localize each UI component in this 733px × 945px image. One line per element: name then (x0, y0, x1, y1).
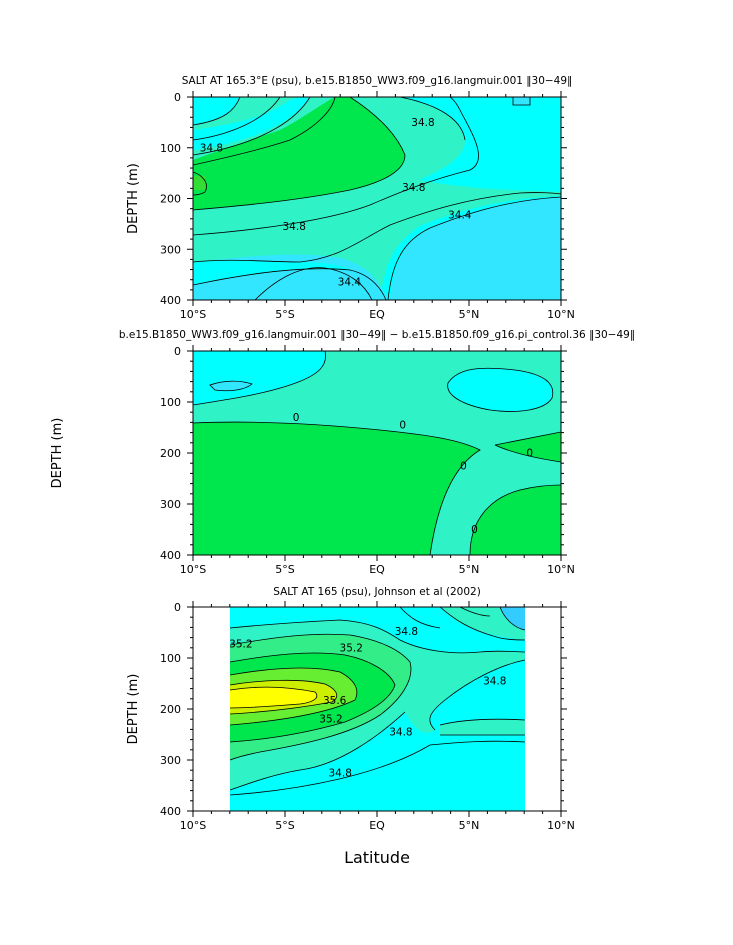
contour-label: 0 (526, 448, 533, 460)
contour-label: 34.8 (389, 726, 412, 738)
panel-1-contours: 34.8 34.8 34.8 34.8 34.4 34.4 (193, 97, 561, 300)
y-tick-label: 400 (160, 549, 181, 562)
p1-region-nw-fresh (193, 97, 240, 125)
contour-label: 34.8 (402, 182, 425, 194)
p1-region-small-box (513, 97, 530, 105)
panel-2-title: b.e15.B1850_WW3.f09_g16.langmuir.001 ‖30… (119, 329, 635, 341)
x-tick-label: 5°N (459, 563, 480, 576)
contour-label: 35.2 (340, 642, 363, 654)
y-tick-label: 0 (174, 345, 181, 358)
y-tick-label: 100 (160, 652, 181, 665)
p3-region-se-base (230, 741, 525, 811)
p2-region-ne-positive (495, 432, 561, 462)
p1-region-salty-core (193, 97, 405, 210)
p2-contour-labels: 0 0 0 0 0 (293, 412, 533, 536)
panel-1: SALT AT 165.3°E (psu), b.e15.B1850_WW3.f… (126, 75, 575, 321)
x-tick-label: 10°N (547, 308, 575, 321)
panel-3-title: SALT AT 165 (psu), Johnson et al (2002) (273, 586, 481, 598)
contour-label: 0 (293, 412, 300, 424)
x-tick-label: 5°S (275, 308, 294, 321)
p1-region-south-fresh-band (193, 97, 310, 150)
contour-label: 35.2 (319, 714, 342, 726)
p1-region-bottom-low (255, 267, 372, 300)
panel-3-xlabel: Latitude (344, 848, 410, 867)
x-tick-label: 5°S (275, 819, 294, 832)
p2-contour-lines (193, 351, 561, 555)
p3-region-core (230, 687, 317, 708)
x-tick-label: EQ (369, 308, 385, 321)
panel-2-ylabel: DEPTH (m) (50, 418, 65, 489)
panel-3: SALT AT 165 (psu), Johnson et al (2002) (126, 586, 575, 867)
p3-region-ne-fresh (500, 607, 525, 630)
contour-label: 35.6 (323, 695, 347, 707)
y-tick-label: 0 (174, 91, 181, 104)
p1-contour-lines (193, 97, 561, 300)
contour-label: 34.4 (448, 210, 472, 222)
panel-2: b.e15.B1850_WW3.f09_g16.langmuir.001 ‖30… (50, 329, 635, 576)
y-tick-label: 0 (174, 601, 181, 614)
x-tick-label: EQ (369, 819, 385, 832)
p3-contour-labels: 35.2 35.2 35.6 35.2 34.8 34.8 34.8 34.8 (229, 626, 506, 779)
contour-label: 34.8 (200, 142, 223, 154)
contour-label: 0 (460, 460, 467, 472)
p2-region-nw-negative (193, 351, 326, 405)
x-tick-label: 10°N (547, 819, 575, 832)
y-tick-label: 300 (160, 498, 181, 511)
y-tick-label: 200 (160, 703, 181, 716)
panel-3-ylabel: DEPTH (m) (126, 674, 141, 745)
contour-label: 35.2 (229, 639, 252, 651)
x-tick-label: 10°S (180, 308, 206, 321)
y-tick-label: 100 (160, 396, 181, 409)
p1-region-salt-max (193, 176, 205, 190)
contour-label: 34.8 (483, 675, 506, 687)
y-tick-label: 300 (160, 754, 181, 767)
p1-region-east-deep-low (390, 197, 561, 300)
contour-label: 34.8 (329, 767, 352, 779)
p1-contour-labels: 34.8 34.8 34.8 34.8 34.4 34.4 (200, 117, 472, 289)
contour-label: 34.8 (283, 221, 306, 233)
panel-3-axes: 10°S 5°S EQ 5°N 10°N 0 100 200 300 400 (160, 601, 575, 832)
p3-contour-lines (229, 607, 526, 796)
x-tick-label: 10°S (180, 819, 206, 832)
p2-region-deep-positive (193, 422, 480, 555)
x-tick-label: 5°N (459, 819, 480, 832)
y-tick-label: 400 (160, 294, 181, 307)
x-tick-label: 5°N (459, 308, 480, 321)
contour-label: 34.4 (338, 277, 362, 289)
p3-region-band1-east (440, 719, 525, 735)
p2-region-small-negative (210, 381, 252, 391)
panel-2-contours: 0 0 0 0 0 (193, 351, 561, 555)
x-tick-label: 10°S (180, 563, 206, 576)
p1-region-north-fresh-top (469, 97, 561, 170)
y-tick-label: 100 (160, 142, 181, 155)
contour-label: 0 (399, 419, 406, 431)
contour-label: 0 (471, 524, 478, 536)
x-tick-label: EQ (369, 563, 385, 576)
panel-1-ylabel: DEPTH (m) (126, 163, 141, 234)
contour-label: 34.8 (411, 117, 434, 129)
x-tick-label: 10°N (547, 563, 575, 576)
y-tick-label: 200 (160, 193, 181, 206)
y-tick-label: 300 (160, 243, 181, 256)
x-tick-label: 5°S (275, 563, 294, 576)
panel-3-contours: 35.2 35.2 35.6 35.2 34.8 34.8 34.8 34.8 (193, 607, 561, 811)
y-tick-label: 400 (160, 805, 181, 818)
panel-1-title: SALT AT 165.3°E (psu), b.e15.B1850_WW3.f… (182, 75, 573, 87)
p2-region-se-positive (470, 485, 561, 555)
contour-label: 34.8 (395, 626, 418, 638)
panel-1-axes: 10°S 5°S EQ 5°N 10°N 0 100 200 300 400 (160, 91, 575, 321)
p2-region-ne-negative (447, 368, 553, 412)
panel-2-axes: 10°S 5°S EQ 5°N 10°N 0 100 200 300 400 (160, 345, 575, 576)
y-tick-label: 200 (160, 447, 181, 460)
